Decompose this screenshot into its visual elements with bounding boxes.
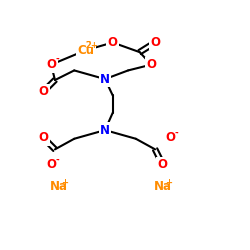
Text: -: - [56, 156, 59, 164]
Text: O: O [38, 131, 48, 144]
Text: Cu: Cu [77, 44, 94, 57]
Text: Na: Na [154, 180, 172, 194]
Text: -: - [175, 128, 178, 138]
Text: O: O [108, 36, 118, 49]
Text: O: O [166, 131, 175, 144]
Text: N: N [100, 124, 110, 136]
Text: O: O [146, 58, 156, 71]
Text: O: O [150, 36, 160, 49]
Text: -: - [56, 156, 59, 164]
Text: O: O [46, 158, 56, 171]
Text: O: O [38, 85, 48, 98]
Text: O: O [158, 158, 168, 171]
Text: N: N [100, 124, 110, 136]
Text: O: O [46, 58, 56, 71]
Text: +: + [166, 178, 172, 186]
Text: 2+: 2+ [86, 41, 98, 50]
Text: O: O [150, 36, 160, 49]
Text: O: O [38, 85, 48, 98]
Text: N: N [100, 72, 110, 86]
Text: +: + [62, 178, 68, 186]
Text: -: - [56, 55, 59, 64]
Text: Cu: Cu [77, 44, 94, 57]
Text: Na: Na [50, 180, 68, 194]
Text: +: + [166, 178, 172, 186]
Text: 2+: 2+ [86, 41, 98, 50]
Text: O: O [38, 131, 48, 144]
Text: Na: Na [50, 180, 68, 194]
Text: O: O [158, 158, 168, 171]
Text: +: + [62, 178, 68, 186]
Text: -: - [175, 128, 178, 138]
Text: O: O [46, 158, 56, 171]
Text: -: - [56, 55, 59, 64]
Text: O: O [108, 36, 118, 49]
Text: O: O [146, 58, 156, 71]
Text: O: O [166, 131, 175, 144]
Text: Na: Na [154, 180, 172, 194]
Text: N: N [100, 72, 110, 86]
Text: O: O [46, 58, 56, 71]
